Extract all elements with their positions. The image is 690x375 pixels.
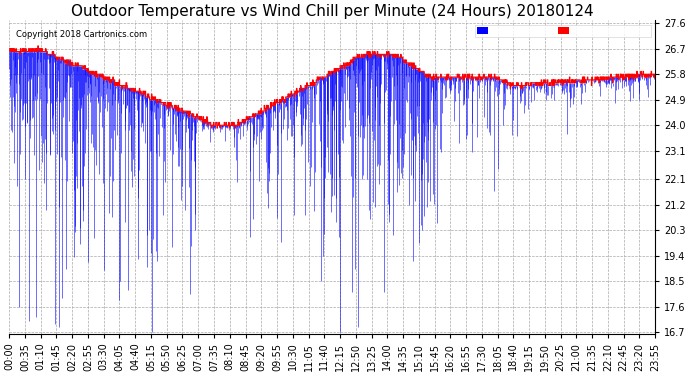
Legend: Wind Chill (°F), Temperature (°F): Wind Chill (°F), Temperature (°F)	[475, 25, 651, 38]
Title: Outdoor Temperature vs Wind Chill per Minute (24 Hours) 20180124: Outdoor Temperature vs Wind Chill per Mi…	[71, 4, 593, 19]
Text: Copyright 2018 Cartronics.com: Copyright 2018 Cartronics.com	[16, 30, 147, 39]
